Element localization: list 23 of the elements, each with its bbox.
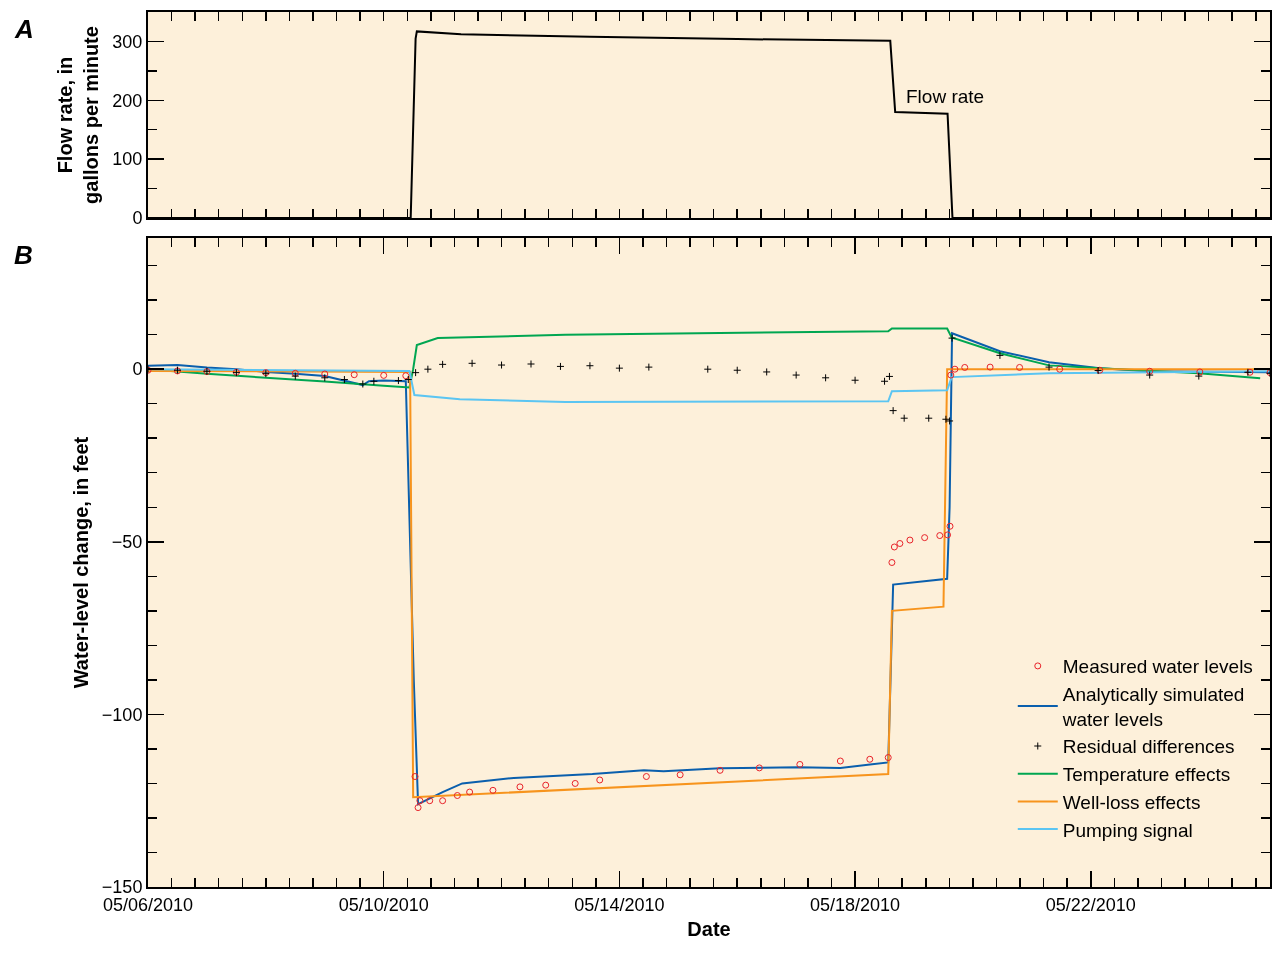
y-tick-label: 0	[132, 208, 143, 229]
legend-label: Residual differences	[1062, 736, 1235, 758]
x-axis-title: Date	[687, 917, 731, 940]
legend-label: Temperature effects	[1062, 764, 1231, 786]
y-tick-label: −50	[111, 532, 143, 553]
legend-label: Well-loss effects	[1062, 791, 1201, 813]
y-tick-label: 0	[132, 359, 143, 380]
text: A	[14, 14, 34, 44]
legend-label: Pumping signal	[1062, 819, 1193, 841]
y-axis-title: Water-level change, in feet	[69, 436, 92, 689]
y-tick-label: 300	[112, 31, 143, 52]
x-tick-label: 05/18/2010	[810, 894, 901, 915]
x-tick-label: 05/22/2010	[1045, 894, 1136, 915]
y-tick-label: 100	[112, 149, 143, 170]
annotation: Flow rate	[906, 86, 985, 107]
legend-label: Measured water levels	[1062, 656, 1253, 678]
y-axis-title: Flow rate, in gallons per minute	[54, 26, 103, 204]
y-tick-label: 200	[112, 90, 143, 111]
legend-label: Analytically simulated water levels	[1061, 684, 1245, 730]
x-tick-label: 05/14/2010	[574, 894, 665, 915]
x-tick-label: 05/10/2010	[338, 894, 429, 915]
text: B	[14, 240, 33, 270]
y-tick-label: −100	[101, 704, 143, 725]
